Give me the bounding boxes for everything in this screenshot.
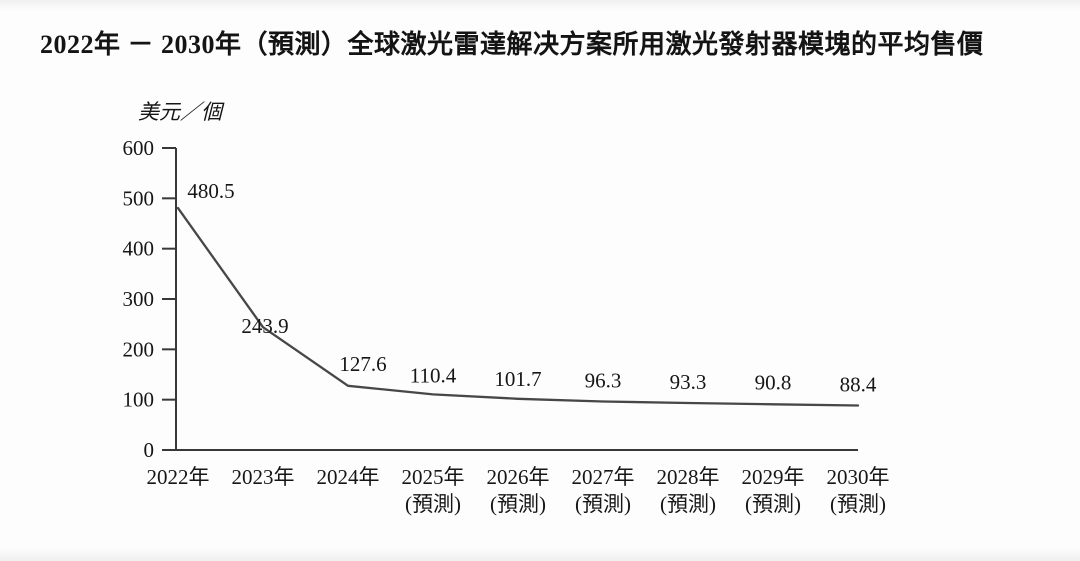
y-tick-label: 500 [123,186,155,210]
value-label: 243.9 [241,314,288,338]
y-axis-unit-label: 美元／個 [138,100,222,124]
x-category-label: 2025年 [402,465,465,489]
value-label: 101.7 [494,367,541,391]
value-label: 96.3 [585,369,622,393]
value-label: 480.5 [187,179,234,203]
value-label: 88.4 [840,373,877,397]
y-tick-label: 600 [123,136,155,160]
x-forecast-note: (預測) [405,492,461,516]
x-forecast-note: (預測) [830,492,886,516]
x-category-label: 2024年 [317,465,380,489]
y-tick-label: 100 [123,388,155,412]
x-category-label: 2029年 [742,465,805,489]
value-label: 93.3 [670,370,707,394]
page-title: 2022年 － 2030年（預測）全球激光雷達解决方案所用激光發射器模塊的平均售… [40,30,984,59]
y-tick-label: 400 [123,237,155,261]
price-line [176,206,860,407]
y-tick-label: 200 [123,337,155,361]
x-forecast-note: (預測) [660,492,716,516]
y-tick-label: 300 [123,287,155,311]
x-category-label: 2026年 [487,465,550,489]
x-category-label: 2028年 [657,465,720,489]
x-forecast-note: (預測) [490,492,546,516]
x-category-label: 2022年 [147,465,210,489]
x-forecast-note: (預測) [745,492,801,516]
x-category-label: 2023年 [232,465,295,489]
x-category-label: 2027年 [572,465,635,489]
value-label: 110.4 [410,363,457,387]
y-tick-label: 0 [144,438,155,462]
value-label: 90.8 [755,370,792,394]
value-label: 127.6 [339,352,386,376]
x-category-label: 2030年 [827,465,890,489]
x-forecast-note: (預測) [575,492,631,516]
